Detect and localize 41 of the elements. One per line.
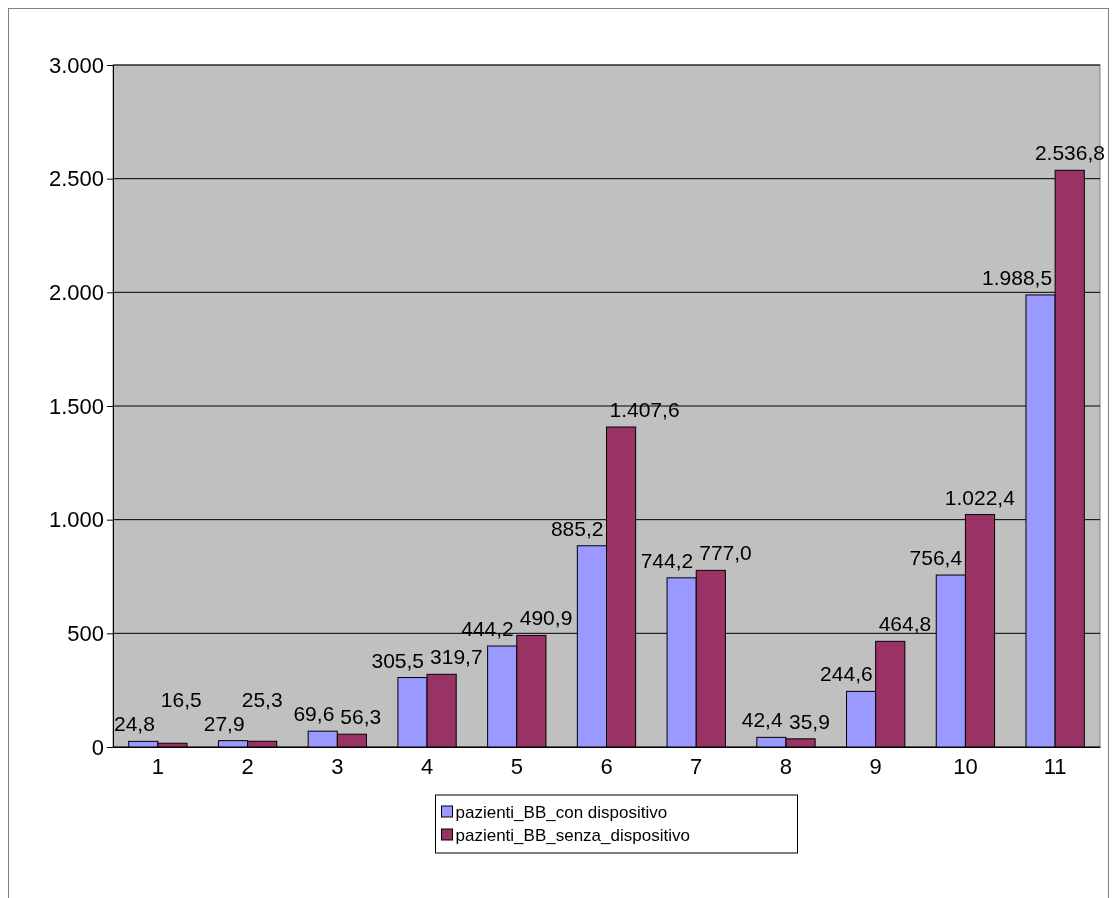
data-label: 24,8 <box>113 712 155 736</box>
y-tick-label: 3.000 <box>48 52 104 78</box>
data-label: 305,5 <box>371 648 425 672</box>
data-label: 1.988,5 <box>982 265 1053 289</box>
y-tick-label: 2.500 <box>48 166 104 192</box>
data-label: 1.022,4 <box>944 485 1016 509</box>
data-label: 35,9 <box>788 709 830 733</box>
data-label: 756,4 <box>909 546 963 570</box>
data-label: 69,6 <box>293 702 335 726</box>
data-label: 16,5 <box>160 688 202 712</box>
data-label: 744,2 <box>640 548 694 572</box>
data-label: 2.536,8 <box>1034 141 1105 165</box>
x-tick-label: 2 <box>241 754 254 780</box>
data-label: 42,4 <box>741 708 783 732</box>
x-tick-label: 7 <box>690 754 703 780</box>
data-label: 464,8 <box>878 612 932 636</box>
data-label: 319,7 <box>430 645 483 669</box>
x-tick-label: 6 <box>600 754 613 780</box>
x-tick-label: 8 <box>779 754 793 780</box>
data-label: 885,2 <box>550 516 604 540</box>
y-tick-label: 1.000 <box>48 507 104 533</box>
x-tick-label: 5 <box>510 754 523 780</box>
y-tick-label: 0 <box>91 734 104 760</box>
data-label: 27,9 <box>203 711 245 735</box>
y-tick-label: 500 <box>67 620 104 646</box>
x-tick-label: 11 <box>1043 754 1067 780</box>
y-tick-label: 1.500 <box>48 393 104 419</box>
x-tick-label: 3 <box>331 754 344 780</box>
x-tick-label: 9 <box>869 754 882 780</box>
y-tick-label: 2.000 <box>48 279 104 305</box>
data-label: 244,6 <box>820 662 873 686</box>
x-tick-label: 4 <box>420 754 434 780</box>
data-label: 56,3 <box>340 705 382 729</box>
legend-label: pazienti_BB_senza_dispositivo <box>455 826 690 845</box>
data-label: 490,9 <box>519 606 573 630</box>
legend-label: pazienti_BB_con dispositivo <box>455 803 668 822</box>
data-label: 777,0 <box>699 541 752 565</box>
x-tick-label: 10 <box>953 754 978 780</box>
data-label: 1.407,6 <box>609 398 680 422</box>
x-tick-label: 1 <box>151 754 164 780</box>
data-label: 25,3 <box>241 688 283 712</box>
